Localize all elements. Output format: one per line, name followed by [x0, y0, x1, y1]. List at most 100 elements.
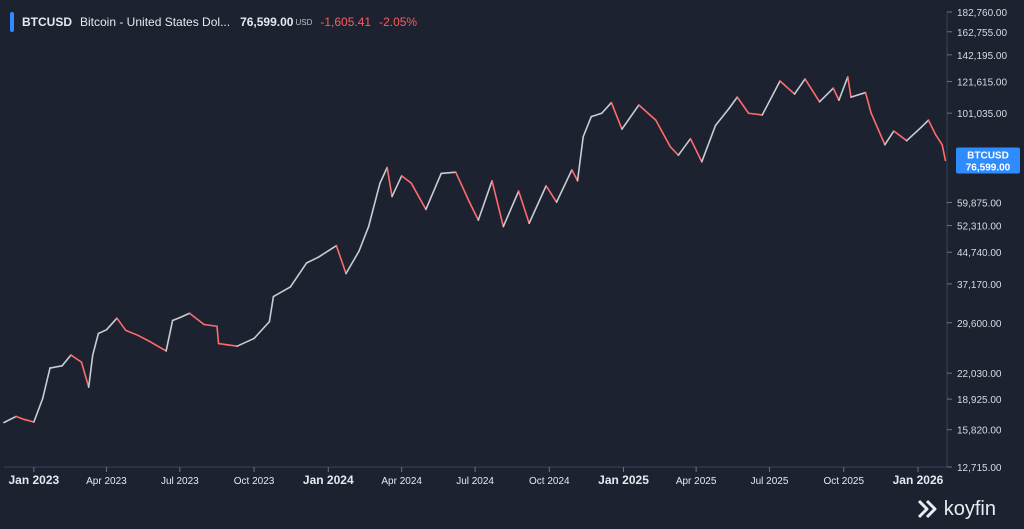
x-tick-label: Apr 2023: [86, 476, 127, 487]
y-tick-label: 59,875.00: [957, 198, 1002, 209]
price-segment: [454, 171, 471, 203]
y-tick-label: 15,820.00: [957, 426, 1002, 437]
price-segment: [305, 256, 320, 264]
price-segment: [61, 354, 72, 367]
x-tick-label: Oct 2023: [234, 476, 275, 487]
x-tick-label: Jul 2023: [161, 476, 199, 487]
last-price-tag-price: 76,599.00: [966, 162, 1011, 173]
price-segment: [317, 244, 338, 258]
price-segment: [379, 166, 388, 185]
price-segment: [838, 76, 849, 102]
price-segment: [70, 354, 83, 363]
price-segment: [289, 262, 308, 288]
price-segment: [761, 80, 781, 116]
x-tick-label: Apr 2025: [676, 476, 717, 487]
price-segment: [654, 119, 672, 148]
price-segment: [517, 190, 530, 225]
brand-name: koyfin: [943, 497, 996, 520]
price-segment: [528, 185, 547, 225]
x-tick-label: Oct 2025: [823, 476, 864, 487]
price-segment: [714, 107, 730, 127]
x-tick-label: Oct 2024: [529, 476, 570, 487]
price-segment: [576, 135, 584, 182]
price-change: -1,605.41: [320, 15, 372, 29]
price-segment: [736, 96, 750, 115]
price-segment: [272, 286, 292, 298]
price-segment: [188, 312, 205, 326]
price-segment: [367, 182, 381, 228]
price-segment: [884, 130, 895, 146]
price-segment: [779, 80, 796, 95]
price-segment: [216, 325, 220, 345]
y-tick-label: 37,170.00: [957, 280, 1002, 291]
price-segment: [545, 185, 558, 203]
price-segment: [171, 316, 181, 322]
price-segment: [400, 175, 413, 185]
price-segment: [268, 295, 275, 323]
x-tick-label: Jan 2024: [303, 473, 354, 487]
price-segment: [689, 137, 703, 163]
price-segment: [3, 415, 17, 424]
price-segment: [149, 340, 167, 352]
price-segment: [179, 312, 191, 319]
koyfin-logo: koyfin: [915, 497, 996, 521]
y-tick-label: 182,760.00: [957, 8, 1007, 19]
y-tick-label: 101,035.00: [957, 109, 1007, 120]
price-segment: [941, 143, 947, 162]
price-segment: [440, 171, 457, 175]
price-segment: [846, 76, 852, 98]
price-segment: [638, 104, 657, 121]
y-tick-label: 29,600.00: [957, 319, 1002, 330]
x-tick-label: Apr 2024: [381, 476, 422, 487]
price-segment: [793, 78, 806, 95]
y-tick-label: 22,030.00: [957, 369, 1002, 380]
price-segment: [125, 329, 139, 337]
price-segment: [41, 367, 51, 400]
price-segment: [700, 124, 717, 163]
ticker-symbol[interactable]: BTCUSD: [22, 15, 72, 29]
x-tick-label: Jul 2025: [751, 476, 789, 487]
security-name: Bitcoin - United States Dol...: [80, 15, 231, 29]
x-tick-label: Jan 2023: [8, 473, 59, 487]
price-segment: [23, 418, 35, 423]
price-segment: [345, 250, 360, 275]
price-segment: [477, 179, 493, 221]
price-change-percent: -2.05%: [379, 15, 418, 29]
price-segment: [358, 225, 370, 253]
y-tick-label: 142,195.00: [957, 51, 1007, 62]
price-segment: [468, 201, 480, 221]
price-segment: [165, 319, 174, 352]
y-tick-label: 12,715.00: [957, 463, 1002, 474]
price-segment: [15, 415, 25, 421]
price-segment: [892, 130, 908, 142]
price-segment: [850, 91, 867, 98]
y-tick-label: 18,925.00: [957, 395, 1002, 406]
last-price-tag-box: [956, 147, 1020, 174]
price-segment: [610, 101, 623, 130]
price-segment: [600, 101, 613, 115]
price-segment: [669, 145, 680, 156]
price-segment: [590, 112, 603, 118]
price-segment: [91, 332, 100, 356]
price-segment: [236, 337, 255, 348]
price-segment: [391, 175, 403, 198]
price-segment: [818, 87, 835, 103]
price-segment: [927, 119, 937, 136]
price-segment: [677, 137, 692, 156]
price-segment: [621, 104, 640, 130]
price-segment: [203, 323, 218, 328]
y-tick-label: 52,310.00: [957, 222, 1002, 233]
price-segment: [571, 169, 579, 182]
currency-label: USD: [295, 17, 313, 27]
last-price-tag-symbol: BTCUSD: [967, 150, 1009, 161]
price-segment: [116, 317, 127, 332]
price-segment: [864, 91, 872, 115]
price-segment: [934, 134, 943, 146]
price-segment: [217, 342, 238, 348]
price-segment: [870, 112, 886, 146]
price-segment: [804, 78, 821, 103]
y-tick-label: 44,740.00: [957, 248, 1002, 259]
price-segment: [253, 320, 271, 340]
